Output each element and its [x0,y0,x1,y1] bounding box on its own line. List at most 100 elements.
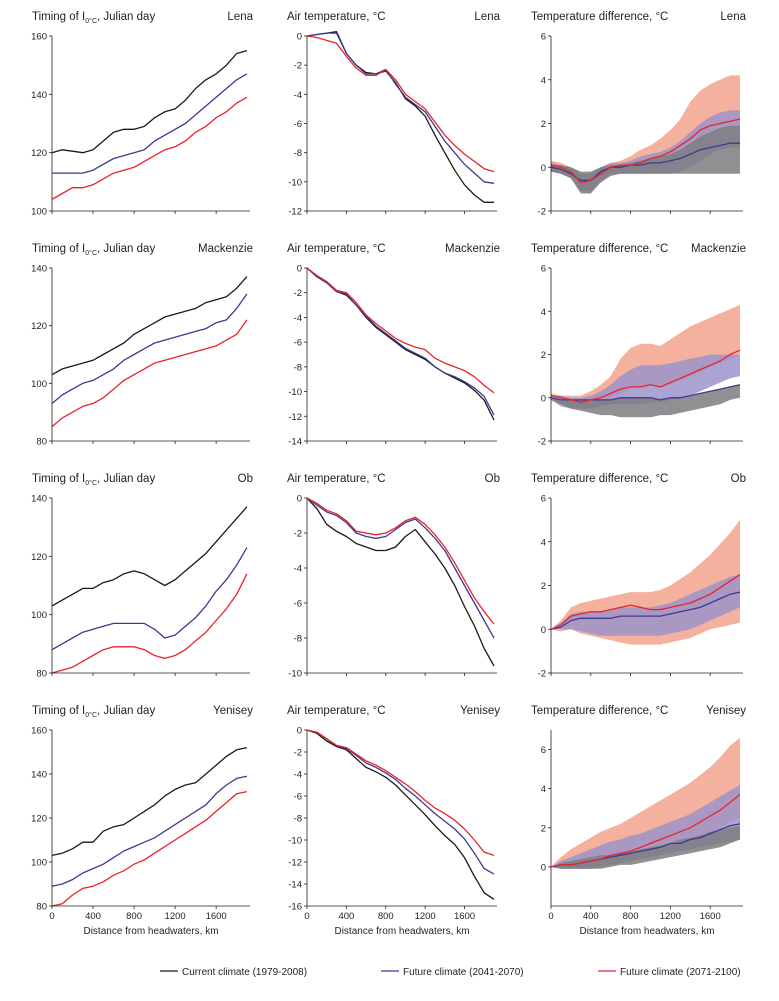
x-tick-label: 0 [304,911,309,922]
legend: Current climate (1979-2008) Future climat… [160,967,741,978]
future1-line [306,267,495,416]
future1-line [52,73,248,174]
y-tick-label: -4 [294,90,302,101]
y-tick-label: 6 [541,494,546,505]
y-tick-label: -8 [294,634,302,645]
river-name: Yenisey [213,705,253,717]
x-tick-label: 800 [378,911,394,922]
river-name: Mackenzie [445,243,500,255]
y-tick-label: -10 [288,387,302,398]
y-tick-label: -4 [294,770,302,781]
y-tick-label: 140 [31,90,47,101]
future1-line [306,32,495,184]
y-tick-label: 6 [541,32,546,43]
panel-title-prefix: Timing of I [32,11,85,23]
future2-line [306,497,495,625]
panel-title: Air temperature, °C [287,473,386,485]
x-axis-label: Distance from headwaters, km [83,926,218,937]
panel-title: Air temperature, °C [287,11,386,23]
y-tick-label: 80 [36,902,47,913]
y-tick-label: 100 [31,379,47,390]
x-tick-label: 1600 [454,911,475,922]
panel-title-prefix: Timing of I [32,705,85,717]
panel-title-suffix: , Julian day [97,243,155,255]
y-tick-label: 4 [541,307,546,318]
y-tick-label: -14 [288,437,302,448]
y-tick-label: 6 [541,264,546,275]
y-tick-label: -16 [288,902,302,913]
y-tick-label: 80 [36,669,47,680]
y-tick-label: 2 [541,581,546,592]
future1-line [306,729,495,875]
legend-item-future2: Future climate (2071-2100) [598,967,741,978]
future2-line [550,118,741,184]
panel-title-subscript: 0°C [85,249,97,257]
y-tick-label: -10 [288,836,302,847]
y-tick-label: -14 [288,880,302,891]
y-tick-label: -10 [288,669,302,680]
y-tick-label: -4 [294,564,302,575]
future2-line [306,729,495,857]
future1-line [51,775,248,887]
panel-title: Timing of I0°C, Julian day [32,11,155,25]
current-line [306,729,495,900]
legend-label: Current climate (1979-2008) [182,967,307,978]
river-name: Lena [227,11,253,23]
x-tick-label: 1600 [700,911,721,922]
panel-lena-timing: Timing of I0°C, Julian day Lena 100 120 140 1… [31,11,253,218]
current-line [306,30,494,203]
future1-line [51,547,248,651]
y-tick-label: 160 [31,32,47,43]
y-tick-label: -2 [538,207,546,218]
y-tick-label: 0 [541,393,546,404]
y-tick-label: -2 [294,288,302,299]
future1-line [550,384,741,401]
river-name: Ob [485,473,500,485]
panel-title: Temperature difference, °C [531,11,668,23]
y-tick-label: -2 [294,61,302,72]
river-name: Yenisey [706,705,746,717]
panel-yenisey-difference: Temperature difference, °C Yenisey 6 4 2 0 0 40… [531,705,746,937]
x-tick-label: 400 [85,911,101,922]
y-tick-label: 160 [31,726,47,737]
y-tick-label: 100 [31,207,47,218]
panel-title: Timing of I0°C, Julian day [32,705,155,719]
panel-title: Temperature difference, °C [531,705,668,717]
future2-line [51,573,248,674]
y-tick-label: 4 [541,75,546,86]
future2-line [306,35,495,173]
x-tick-label: 400 [583,911,599,922]
river-name: Mackenzie [691,243,746,255]
panel-title-prefix: Timing of I [32,473,85,485]
y-tick-label: -2 [538,669,546,680]
future2-line [550,793,741,868]
panel-mackenzie-difference: Temperature difference, °C Mackenzie 6 4 2 0 -… [531,243,746,448]
y-tick-label: -4 [294,313,302,324]
y-tick-label: -8 [294,814,302,825]
y-tick-label: -6 [294,338,302,349]
x-tick-label: 0 [548,911,553,922]
panel-title-subscript: 0°C [85,17,97,25]
y-tick-label: 80 [36,437,47,448]
y-tick-label: 0 [297,264,302,275]
band-current-area [551,384,740,418]
current-line [51,746,248,857]
panel-title-suffix: , Julian day [97,11,155,23]
river-name: Ob [238,473,253,485]
y-tick-label: -6 [294,792,302,803]
current-line [51,276,248,376]
x-tick-label: 1200 [660,911,681,922]
y-tick-label: -12 [288,412,302,423]
future1-line [550,591,741,630]
y-tick-label: 0 [297,726,302,737]
band-future1-area [551,574,740,636]
river-name: Yenisey [460,705,500,717]
x-axis-label: Distance from headwaters, km [334,926,469,937]
x-tick-label: 800 [623,911,639,922]
future2-line [51,790,248,907]
panel-title: Temperature difference, °C [531,243,668,255]
y-tick-label: -8 [294,148,302,159]
y-tick-label: -10 [288,177,302,188]
legend-label: Future climate (2041-2070) [403,967,524,978]
